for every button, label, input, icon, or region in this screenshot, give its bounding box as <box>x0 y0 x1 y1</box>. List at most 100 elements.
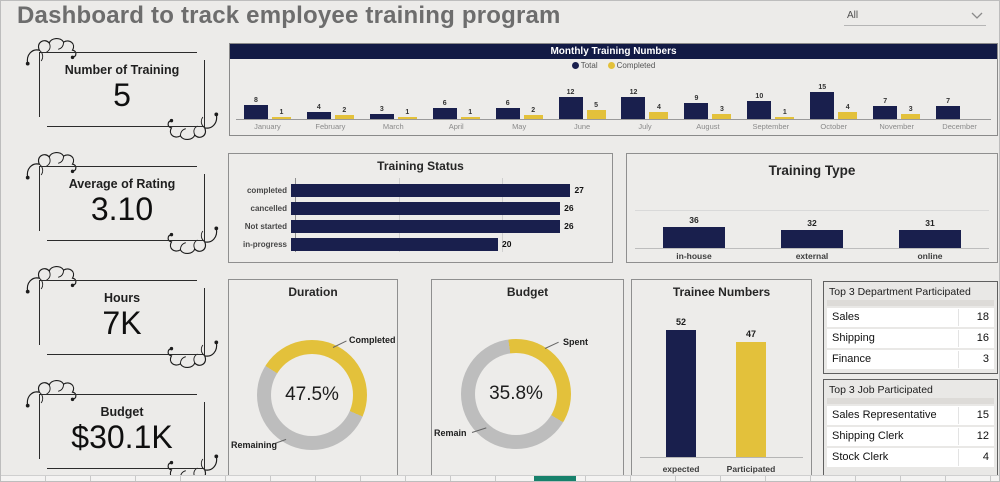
completed-bar[interactable] <box>901 113 921 119</box>
kpi-frame <box>39 52 197 117</box>
bar-value-label: 4 <box>316 103 321 111</box>
month-label: February <box>315 122 346 131</box>
callout-line <box>544 341 559 349</box>
bar-value-label: 27 <box>574 185 584 195</box>
month-group: 7 3 November <box>865 74 929 131</box>
status-rows: completed 27 cancelled 26 Not started 26 in-pr… <box>235 181 604 253</box>
category-label: in-house <box>676 251 712 261</box>
completed-bar[interactable] <box>712 113 732 119</box>
month-bars: 12 4 <box>613 74 677 120</box>
bar-value-label: 3 <box>908 105 913 113</box>
month-label: July <box>638 122 652 131</box>
total-bar[interactable] <box>369 113 394 119</box>
kpi-frame <box>47 288 205 355</box>
completed-bar[interactable] <box>334 115 354 119</box>
table-row[interactable]: Stock Clerk 4 <box>827 448 994 467</box>
training-status-chart: Training Status completed 27 cancelled 26 No… <box>228 153 613 263</box>
kpi-value: 7K <box>102 304 142 341</box>
month-group: 9 3 August <box>676 74 740 131</box>
total-bar[interactable] <box>936 106 961 119</box>
bar-value-label: 3 <box>379 105 384 113</box>
completed-bar[interactable] <box>838 111 858 119</box>
table-row[interactable]: Shipping 16 <box>827 329 994 348</box>
table-cell-value: 12 <box>958 428 994 445</box>
type-bar[interactable] <box>781 229 843 248</box>
status-bar[interactable] <box>291 237 498 251</box>
trainee-expected-bar[interactable] <box>666 330 696 458</box>
completed-bar[interactable] <box>271 117 291 119</box>
completed-bar[interactable] <box>523 115 543 119</box>
total-bar[interactable] <box>873 106 898 119</box>
gridline <box>635 210 989 211</box>
legend-item-total[interactable]: Total <box>571 61 598 70</box>
completed-bar[interactable] <box>649 111 669 119</box>
completed-bar[interactable] <box>586 110 606 119</box>
table-cell-name: Sales <box>832 311 860 323</box>
filter-dropdown[interactable]: All <box>844 6 986 26</box>
kpi-label: Hours <box>103 290 141 305</box>
completed-bar[interactable] <box>775 117 795 119</box>
chevron-down-icon <box>971 12 983 19</box>
month-label: January <box>254 122 281 131</box>
spreadsheet-edge-strip <box>1 475 999 481</box>
month-label: March <box>382 122 404 131</box>
kpi-value: 3.10 <box>90 190 154 227</box>
completed-bar[interactable] <box>397 117 417 119</box>
table-cell-value: 15 <box>958 407 994 424</box>
total-bar[interactable] <box>306 111 331 119</box>
table-cell-value: 4 <box>958 449 994 466</box>
chart-title: Duration <box>288 285 338 299</box>
status-bar[interactable] <box>291 201 561 215</box>
category-label: online <box>917 251 943 261</box>
kpi-card-budget: Budget $30.1K <box>11 379 219 481</box>
trainee-participated-bar[interactable] <box>736 342 766 458</box>
duration-donut[interactable]: 47.5% <box>257 340 367 450</box>
kpi-frame <box>47 60 205 127</box>
month-group: 8 1 January <box>236 74 299 131</box>
kpi-card-hours: Hours 7K <box>11 265 219 369</box>
total-bar[interactable] <box>747 101 772 119</box>
month-group: 15 4 October <box>802 74 866 131</box>
total-bar[interactable] <box>243 104 268 119</box>
bar-value-label: 7 <box>946 98 951 106</box>
bar-column: 4 <box>306 103 331 119</box>
legend-item-completed[interactable]: Completed <box>607 61 655 70</box>
bar-column: 8 <box>243 97 268 119</box>
type-bar[interactable] <box>663 227 725 248</box>
chart-legend: Total Completed <box>230 59 997 72</box>
total-bar[interactable] <box>495 108 520 119</box>
bar-value-label: 5 <box>594 102 599 109</box>
bar-column: 4 <box>838 104 858 119</box>
month-label: November <box>879 122 914 131</box>
callout-label: Remain <box>434 428 467 438</box>
bar-column: 3 <box>901 105 921 119</box>
bar-column: 4 <box>649 104 669 119</box>
total-bar[interactable] <box>810 92 835 119</box>
table-row[interactable]: Sales Representative 15 <box>827 406 994 425</box>
month-group: 4 2 February <box>298 74 362 131</box>
bar-value-label: 12 <box>629 89 638 97</box>
table-row[interactable]: Sales 18 <box>827 308 994 327</box>
total-bar[interactable] <box>558 97 583 119</box>
completed-bar[interactable] <box>460 117 480 119</box>
bar-value-label: 1 <box>468 109 473 116</box>
total-bar[interactable] <box>432 108 457 119</box>
total-bar[interactable] <box>684 102 709 119</box>
type-bar[interactable] <box>899 230 961 248</box>
bar-value-label: 6 <box>505 100 510 108</box>
bar-value-label: 32 <box>807 217 817 228</box>
status-bar[interactable] <box>291 183 571 197</box>
status-category-label: completed <box>246 185 287 195</box>
total-bar[interactable] <box>621 97 646 119</box>
bar-column: 2 <box>334 107 354 119</box>
table-row[interactable]: Finance 3 <box>827 350 994 369</box>
bar-column: 1 <box>271 109 291 119</box>
budget-donut[interactable]: 35.8% <box>461 339 571 449</box>
month-group: 12 4 July <box>613 74 677 131</box>
table-row[interactable]: Shipping Clerk 12 <box>827 427 994 446</box>
status-bar[interactable] <box>291 219 561 233</box>
bar-column: 3 <box>712 106 732 119</box>
